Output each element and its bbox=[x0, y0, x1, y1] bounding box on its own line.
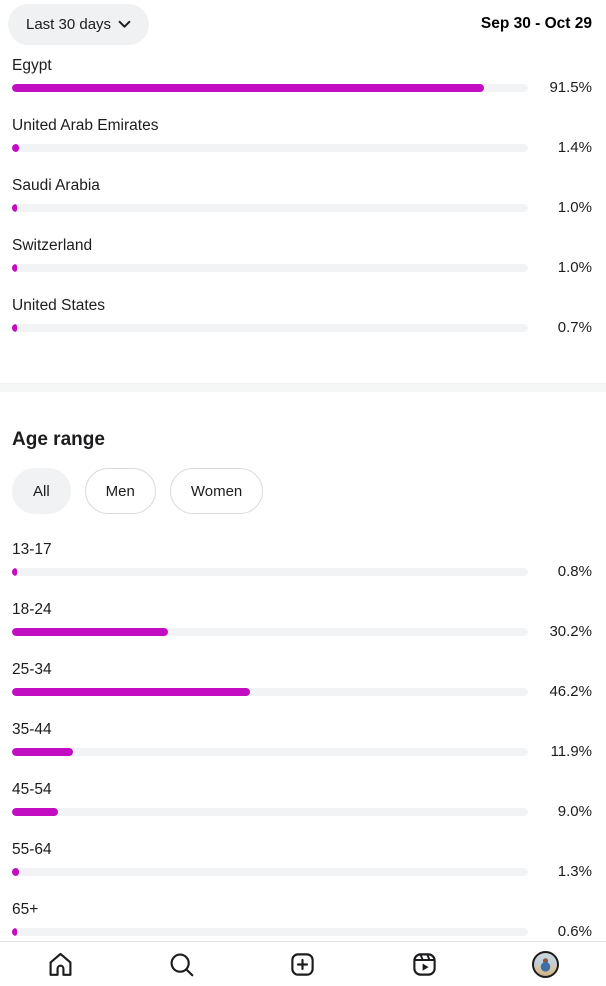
percent-value: 1.0% bbox=[557, 199, 592, 216]
percent-value: 0.6% bbox=[557, 923, 592, 940]
countries-section: Egypt 91.5% United Arab Emirates 1.4% Saudi … bbox=[0, 48, 606, 383]
bar-fill bbox=[12, 688, 251, 696]
home-icon bbox=[47, 951, 74, 978]
age-row: 25-34 46.2% bbox=[0, 660, 606, 700]
percent-value: 0.7% bbox=[557, 319, 592, 336]
bar-fill bbox=[12, 808, 59, 816]
bar-fill bbox=[12, 628, 168, 636]
category-label: Saudi Arabia bbox=[12, 177, 100, 194]
country-row: Egypt 91.5% bbox=[0, 56, 606, 96]
category-label: Egypt bbox=[12, 57, 52, 74]
date-range-dropdown[interactable]: Last 30 days bbox=[8, 3, 150, 45]
chevron-down-icon bbox=[118, 19, 131, 29]
age-range-list: 13-17 0.8% 18-24 30.2% 25-34 46.2% 35-44 11.9% 4… bbox=[0, 540, 606, 940]
category-label: 65+ bbox=[12, 901, 39, 918]
country-row: United Arab Emirates 1.4% bbox=[0, 116, 606, 156]
create-post-tab[interactable] bbox=[283, 944, 323, 984]
percent-value: 1.4% bbox=[557, 139, 592, 156]
category-label: 35-44 bbox=[12, 721, 52, 738]
bar-track bbox=[12, 264, 528, 272]
category-label: 13-17 bbox=[12, 541, 52, 558]
category-label: 45-54 bbox=[12, 781, 52, 798]
date-range-dropdown-label: Last 30 days bbox=[26, 15, 112, 33]
age-row: 65+ 0.6% bbox=[0, 900, 606, 940]
bar-fill bbox=[12, 324, 17, 332]
bar-track bbox=[12, 144, 528, 152]
country-row: Switzerland 1.0% bbox=[0, 236, 606, 276]
bar-track bbox=[12, 928, 528, 936]
bar-track bbox=[12, 204, 528, 212]
plus-square-icon bbox=[289, 951, 316, 978]
category-label: Switzerland bbox=[12, 237, 93, 254]
country-row: United States 0.7% bbox=[0, 296, 606, 336]
date-range-text: Sep 30 - Oct 29 bbox=[480, 15, 592, 32]
category-label: United Arab Emirates bbox=[12, 117, 159, 134]
percent-value: 1.3% bbox=[557, 863, 592, 880]
bar-fill bbox=[12, 568, 17, 576]
category-label: 55-64 bbox=[12, 841, 52, 858]
reels-icon bbox=[411, 951, 438, 978]
home-tab[interactable] bbox=[41, 944, 81, 984]
bar-track bbox=[12, 84, 528, 92]
age-range-section: Age range All Men Women 13-17 0.8% 18-24 30.2… bbox=[0, 392, 606, 940]
category-label: 18-24 bbox=[12, 601, 52, 618]
bar-fill bbox=[12, 748, 74, 756]
category-label: 25-34 bbox=[12, 661, 52, 678]
age-row: 55-64 1.3% bbox=[0, 840, 606, 880]
bar-fill bbox=[12, 928, 17, 936]
percent-value: 9.0% bbox=[557, 803, 592, 820]
bar-track bbox=[12, 688, 528, 696]
filter-all-button[interactable]: All bbox=[12, 468, 71, 514]
bar-fill bbox=[12, 144, 20, 152]
profile-avatar bbox=[531, 950, 559, 978]
percent-value: 0.8% bbox=[557, 563, 592, 580]
bar-track bbox=[12, 868, 528, 876]
category-label: United States bbox=[12, 297, 106, 314]
bar-track bbox=[12, 568, 528, 576]
filter-women-button[interactable]: Women bbox=[169, 468, 264, 514]
bar-track bbox=[12, 808, 528, 816]
bottom-navigation bbox=[0, 941, 606, 986]
search-icon bbox=[168, 951, 195, 978]
bar-fill bbox=[12, 204, 18, 212]
age-row: 18-24 30.2% bbox=[0, 600, 606, 640]
profile-tab[interactable] bbox=[525, 944, 565, 984]
bar-track bbox=[12, 748, 528, 756]
section-divider bbox=[0, 383, 606, 392]
bar-track bbox=[12, 628, 528, 636]
reels-tab[interactable] bbox=[404, 944, 444, 984]
bar-fill bbox=[12, 84, 485, 92]
percent-value: 11.9% bbox=[550, 743, 592, 760]
filter-men-button[interactable]: Men bbox=[84, 468, 156, 514]
bar-fill bbox=[12, 264, 18, 272]
countries-list: Egypt 91.5% United Arab Emirates 1.4% Saudi … bbox=[0, 56, 606, 336]
age-row: 35-44 11.9% bbox=[0, 720, 606, 760]
header: Last 30 days Sep 30 - Oct 29 bbox=[0, 0, 606, 48]
gender-filter-bar: All Men Women bbox=[0, 468, 606, 514]
age-row: 45-54 9.0% bbox=[0, 780, 606, 820]
age-row: 13-17 0.8% bbox=[0, 540, 606, 580]
country-row: Saudi Arabia 1.0% bbox=[0, 176, 606, 216]
percent-value: 30.2% bbox=[549, 623, 592, 640]
age-range-title: Age range bbox=[12, 429, 105, 450]
percent-value: 91.5% bbox=[549, 79, 592, 96]
search-tab[interactable] bbox=[162, 944, 202, 984]
bar-fill bbox=[12, 868, 19, 876]
percent-value: 46.2% bbox=[549, 683, 592, 700]
percent-value: 1.0% bbox=[557, 259, 592, 276]
bar-track bbox=[12, 324, 528, 332]
